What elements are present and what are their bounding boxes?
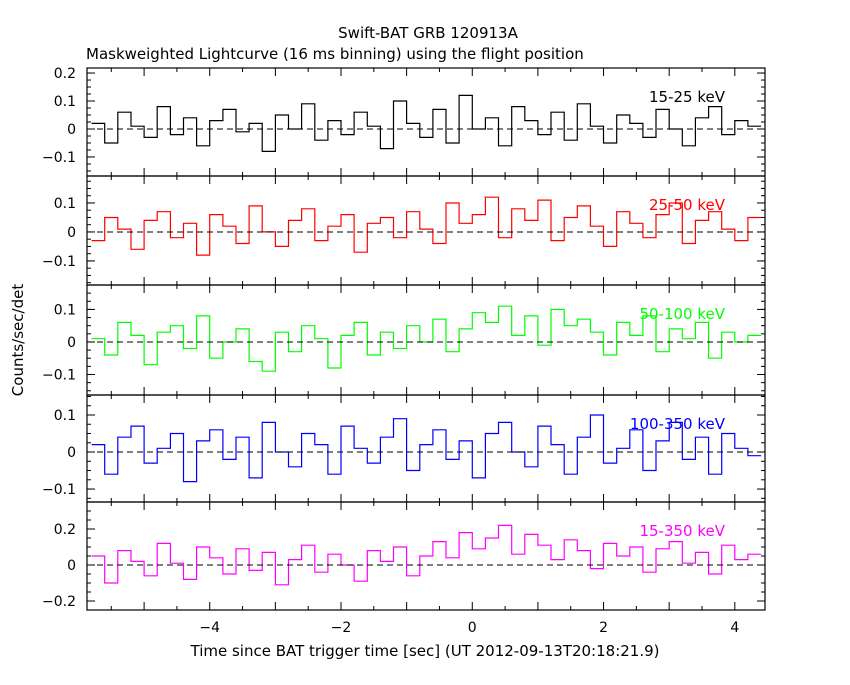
series-line-3 [91,414,762,483]
y-tick-label: 0.1 [54,408,76,424]
y-tick-label: 0 [67,558,76,574]
panel-label: 50-100 keV [639,305,725,323]
y-tick-label: 0.2 [54,522,76,538]
panel-label: 100-350 keV [630,415,726,433]
x-tick-label: −4 [199,620,220,636]
panel-label: 15-350 keV [639,522,725,540]
y-tick-label: 0.2 [54,66,76,82]
y-tick-label: −0.1 [42,150,76,166]
y-tick-label: 0 [67,122,76,138]
series-line-1 [91,196,762,256]
panel-frame [86,284,766,396]
panel-label: 25-50 keV [649,196,726,214]
chart-subtitle: Maskweighted Lightcurve (16 ms binning) … [86,45,584,63]
panel-frame [86,67,766,177]
series-line-2 [91,305,762,372]
y-axis-label: Counts/sec/det [9,284,27,397]
x-tick-label: 4 [730,620,739,636]
panel-frame [86,175,766,286]
chart-title: Swift-BAT GRB 120913A [338,24,518,42]
y-tick-label: −0.1 [42,254,76,270]
y-tick-label: −0.1 [42,367,76,383]
y-tick-label: 0 [67,225,76,241]
y-tick-label: 0.1 [54,94,76,110]
series-line-0 [91,94,762,152]
panel-frame [86,394,766,503]
y-tick-label: 0.1 [54,302,76,318]
y-tick-label: 0 [67,335,76,351]
x-tick-label: 0 [468,620,477,636]
x-axis-label: Time since BAT trigger time [sec] (UT 20… [190,642,660,660]
y-tick-label: 0 [67,445,76,461]
y-tick-label: −0.1 [42,482,76,498]
series-line-4 [91,524,762,586]
y-tick-label: −0.2 [42,594,76,610]
y-tick-label: 0.1 [54,196,76,212]
panel-label: 15-25 keV [649,88,726,106]
x-tick-label: −2 [331,620,352,636]
x-tick-label: 2 [599,620,608,636]
